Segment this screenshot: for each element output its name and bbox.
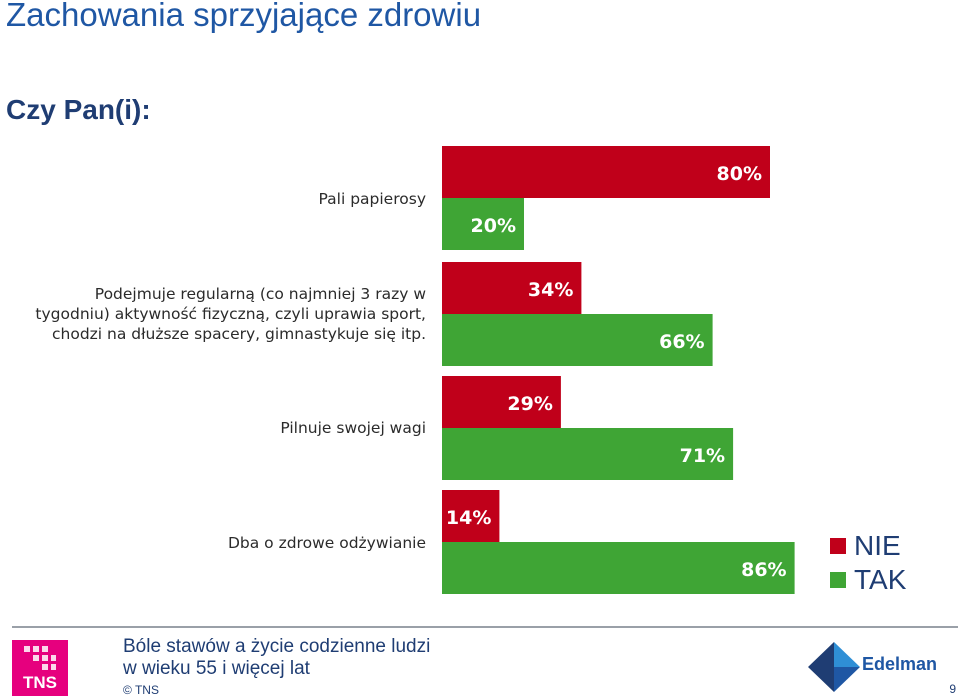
tns-grid-icon bbox=[24, 646, 56, 670]
bar-label-nie-0: 80% bbox=[717, 163, 762, 185]
category-label-nutrition: Dba o zdrowe odżywianie bbox=[227, 534, 426, 552]
bar-tak-3 bbox=[442, 542, 795, 594]
bar-chart: 80% 20% 34% 66% 29% 71% 14% 86% bbox=[442, 146, 795, 594]
footer-divider bbox=[12, 626, 958, 628]
bar-tak-1 bbox=[442, 314, 713, 366]
category-label-weight: Pilnuje swojej wagi bbox=[280, 419, 426, 437]
bar-label-nie-2: 29% bbox=[507, 393, 552, 415]
edelman-logo: Edelman bbox=[806, 640, 938, 694]
bar-nie-1 bbox=[442, 262, 582, 314]
edelman-logo-text: Edelman bbox=[862, 654, 938, 674]
edelman-mark-icon bbox=[808, 642, 860, 692]
page-number: 9 bbox=[949, 682, 956, 696]
bar-label-tak-0: 20% bbox=[471, 215, 516, 237]
bar-label-tak-2: 71% bbox=[680, 445, 725, 467]
legend-label-tak: TAK bbox=[854, 564, 907, 595]
bar-nie-0 bbox=[442, 146, 770, 198]
footer-report-title: Bóle stawów a życie codzienne ludzi w wi… bbox=[123, 636, 431, 679]
bar-nie-3 bbox=[442, 490, 500, 542]
legend-swatch-nie bbox=[830, 538, 846, 554]
category-label-smoking: Pali papierosy bbox=[318, 190, 426, 208]
tns-logo-text: TNS bbox=[23, 673, 57, 692]
tns-logo: TNS bbox=[12, 640, 68, 696]
legend-label-nie: NIE bbox=[854, 530, 901, 561]
bar-tak-0 bbox=[442, 198, 524, 250]
page-title: Zachowania sprzyjające zdrowiu bbox=[6, 0, 482, 33]
bar-label-tak-3: 86% bbox=[741, 559, 786, 581]
bar-label-tak-1: 66% bbox=[659, 331, 704, 353]
question-heading: Czy Pan(i): bbox=[6, 94, 151, 125]
legend-swatch-tak bbox=[830, 572, 846, 588]
bar-nie-2 bbox=[442, 376, 561, 428]
category-label-activity: Podejmuje regularną (co najmniej 3 razy … bbox=[35, 285, 426, 343]
bar-tak-2 bbox=[442, 428, 734, 480]
bar-label-nie-1: 34% bbox=[528, 279, 573, 301]
bar-label-nie-3: 14% bbox=[446, 507, 491, 529]
copyright-text: © TNS bbox=[123, 683, 159, 697]
